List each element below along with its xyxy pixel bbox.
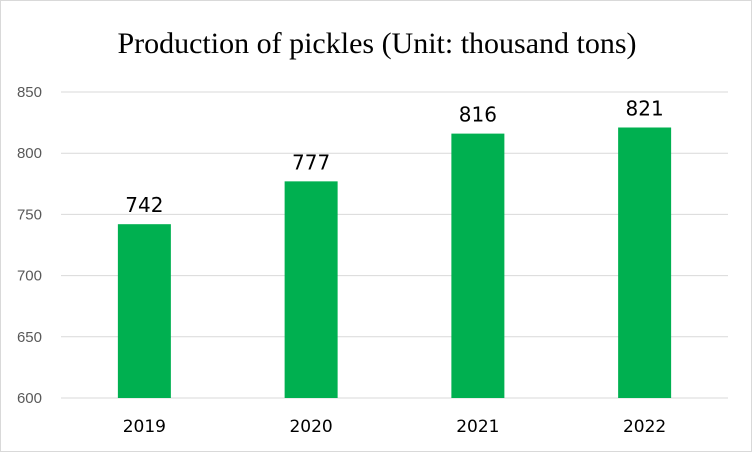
data-label-2020: 777 — [292, 150, 330, 174]
x-tick-label: 2022 — [623, 417, 666, 437]
y-tick-label: 750 — [17, 206, 42, 223]
y-tick-label: 600 — [17, 390, 42, 407]
data-label-2022: 821 — [626, 96, 664, 120]
bar-2021 — [451, 133, 505, 398]
bar-2020 — [284, 181, 338, 398]
chart-title: Production of pickles (Unit: thousand to… — [117, 27, 636, 60]
x-tick-label: 2021 — [456, 417, 499, 437]
gridlines — [61, 91, 728, 399]
x-tick-label: 2020 — [289, 417, 332, 437]
y-tick-label: 800 — [17, 145, 42, 162]
y-tick-label: 850 — [17, 84, 42, 101]
data-label-2019: 742 — [125, 193, 163, 217]
bar-2019 — [117, 224, 171, 398]
y-axis-ticks: 600 650 700 750 800 850 — [17, 84, 42, 407]
bars — [117, 127, 672, 398]
y-tick-label: 650 — [17, 329, 42, 346]
data-labels: 742 777 816 821 — [125, 96, 663, 217]
bar-2022 — [618, 127, 672, 398]
y-tick-label: 700 — [17, 268, 42, 285]
x-axis-ticks: 2019 2020 2021 2022 — [123, 417, 667, 437]
data-label-2021: 816 — [459, 103, 497, 127]
x-tick-label: 2019 — [123, 417, 166, 437]
